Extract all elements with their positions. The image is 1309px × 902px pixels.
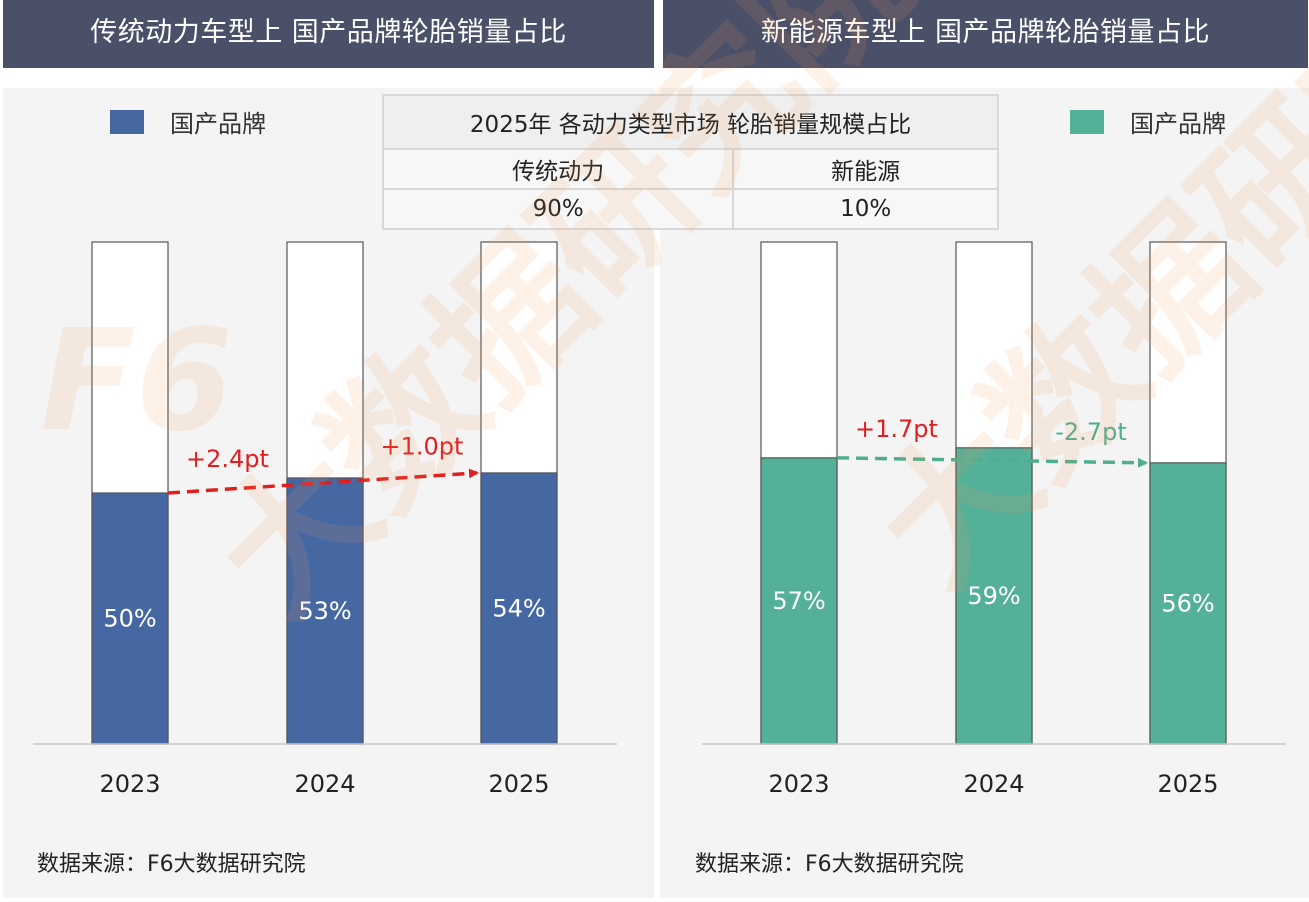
bar <box>480 472 558 745</box>
left-chart-title: 传统动力车型上 国产品牌轮胎销量占比 <box>3 0 654 68</box>
right-legend: 国产品牌 <box>1070 104 1226 139</box>
table-title: 2025年 各动力类型市场 轮胎销量规模占比 <box>382 94 999 150</box>
change-arrow <box>167 468 479 495</box>
bar-value-label: 53% <box>298 597 351 625</box>
bar-value-label: 56% <box>1161 589 1214 617</box>
bar <box>286 477 364 745</box>
table-value-traditional: 90% <box>381 188 735 230</box>
bar <box>955 447 1033 745</box>
x-tick-label: 2025 <box>488 770 549 798</box>
x-tick-label: 2023 <box>99 770 160 798</box>
left-legend: 国产品牌 <box>110 104 266 139</box>
bar-value-label: 59% <box>967 582 1020 610</box>
left-data-source: 数据来源：F6大数据研究院 <box>37 852 306 877</box>
x-tick-label: 2024 <box>294 770 355 798</box>
right-bar-chart: 57% 2023 59% 2024 56% 2025 +1.7pt -2.7pt <box>702 241 1286 798</box>
right-chart-title: 新能源车型上 国产品牌轮胎销量占比 <box>663 0 1308 68</box>
x-tick-label: 2023 <box>768 770 829 798</box>
bar <box>1149 462 1227 745</box>
bar <box>91 492 169 745</box>
change-label: +1.7pt <box>855 415 938 443</box>
power-type-share-table: 2025年 各动力类型市场 轮胎销量规模占比 传统动力 新能源 90% 10% <box>381 94 999 230</box>
bar-value-label: 50% <box>103 605 156 633</box>
table-header-nev: 新能源 <box>732 148 999 190</box>
change-arrow <box>836 456 1148 468</box>
table-header-traditional: 传统动力 <box>381 148 735 190</box>
change-label: +1.0pt <box>381 432 464 460</box>
change-label: -2.7pt <box>1055 418 1126 446</box>
right-data-source: 数据来源：F6大数据研究院 <box>695 852 964 877</box>
legend-label: 国产品牌 <box>1130 110 1226 138</box>
x-tick-label: 2025 <box>1157 770 1218 798</box>
table-value-nev: 10% <box>732 188 999 230</box>
bar-value-label: 57% <box>772 587 825 615</box>
legend-label: 国产品牌 <box>170 110 266 138</box>
legend-swatch-blue <box>110 109 144 134</box>
x-tick-label: 2024 <box>963 770 1024 798</box>
bar-value-label: 54% <box>492 594 545 622</box>
left-bar-chart: 50% 2023 53% 2024 54% 2025 +2.4pt +1.0pt <box>33 241 617 798</box>
bar <box>760 457 838 745</box>
legend-swatch-green <box>1070 109 1104 134</box>
change-label: +2.4pt <box>186 445 269 473</box>
